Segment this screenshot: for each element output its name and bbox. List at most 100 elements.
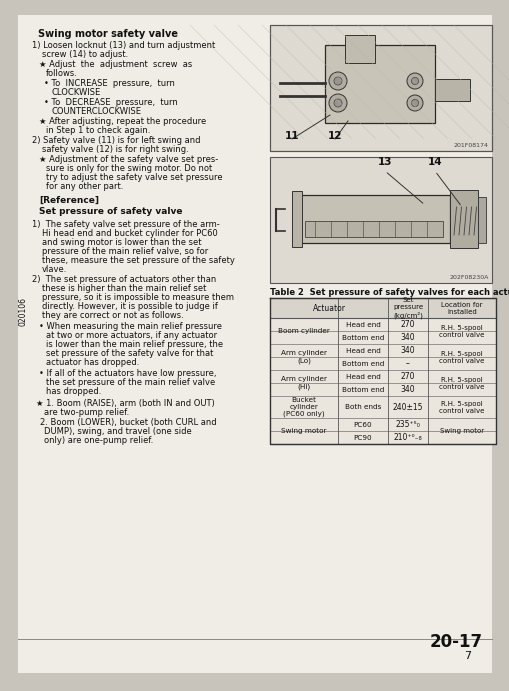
Text: follows.: follows. (46, 69, 78, 78)
Text: 1)  The safety valve set pressure of the arm-: 1) The safety valve set pressure of the … (32, 220, 219, 229)
Text: ★ Adjustment of the safety valve set pres-: ★ Adjustment of the safety valve set pre… (39, 155, 218, 164)
Bar (304, 221, 442, 237)
Bar (434, 79, 469, 101)
Text: DUMP), swing, and travel (one side: DUMP), swing, and travel (one side (44, 427, 191, 436)
Bar (269, 298, 495, 318)
Text: at two or more actuators, if any actuator: at two or more actuators, if any actuato… (46, 331, 217, 340)
Circle shape (333, 99, 342, 107)
Text: 340: 340 (400, 385, 414, 394)
Text: Arm cylinder
(Hi): Arm cylinder (Hi) (280, 377, 326, 390)
Text: Swing motor: Swing motor (439, 428, 483, 434)
Text: Swing motor safety valve: Swing motor safety valve (38, 29, 178, 39)
Text: 020106: 020106 (18, 296, 27, 325)
Text: 2) Safety valve (11) is for left swing and: 2) Safety valve (11) is for left swing a… (32, 136, 200, 145)
Text: • If all of the actuators have low pressure,: • If all of the actuators have low press… (39, 369, 216, 378)
Text: Actuator: Actuator (312, 303, 345, 312)
Text: Both ends: Both ends (344, 404, 380, 410)
Bar (292, 191, 301, 247)
Bar (269, 25, 491, 151)
Text: 270: 270 (400, 320, 414, 329)
Bar (269, 298, 495, 444)
Text: for any other part.: for any other part. (46, 182, 123, 191)
Text: PC60: PC60 (353, 422, 372, 428)
Text: 210⁺⁰₋₈: 210⁺⁰₋₈ (393, 433, 421, 442)
Text: 1) Loosen locknut (13) and turn adjustment: 1) Loosen locknut (13) and turn adjustme… (32, 41, 215, 50)
Text: these, measure the set pressure of the safety: these, measure the set pressure of the s… (42, 256, 235, 265)
Text: ★ 1. Boom (RAISE), arm (both IN and OUT): ★ 1. Boom (RAISE), arm (both IN and OUT) (36, 399, 214, 408)
Circle shape (333, 77, 342, 85)
Text: directly. However, it is possible to judge if: directly. However, it is possible to jud… (42, 302, 217, 311)
Text: sure is only for the swing motor. Do not: sure is only for the swing motor. Do not (46, 164, 212, 173)
Bar (344, 35, 374, 63)
Circle shape (328, 94, 346, 112)
Text: Set
pressure
(kg/cm²): Set pressure (kg/cm²) (392, 297, 422, 319)
Text: try to adjust the safety valve set pressure: try to adjust the safety valve set press… (46, 173, 222, 182)
Text: safety valve (12) is for right swing.: safety valve (12) is for right swing. (42, 145, 188, 154)
Text: • When measuring the main relief pressure: • When measuring the main relief pressur… (39, 322, 221, 331)
Text: 2. Boom (LOWER), bucket (both CURL and: 2. Boom (LOWER), bucket (both CURL and (40, 418, 216, 427)
Text: 270: 270 (400, 372, 414, 381)
Text: is lower than the main relief pressure, the: is lower than the main relief pressure, … (46, 340, 223, 349)
Text: and swing motor is lower than the set: and swing motor is lower than the set (42, 238, 201, 247)
Text: only) are one-pump relief.: only) are one-pump relief. (44, 436, 153, 445)
Text: PC90: PC90 (353, 435, 372, 440)
Circle shape (406, 73, 422, 89)
Text: 2)  The set pressure of actuators other than: 2) The set pressure of actuators other t… (32, 275, 216, 284)
Text: ★ Adjust  the  adjustment  screw  as: ★ Adjust the adjustment screw as (39, 60, 192, 69)
Text: in Step 1 to check again.: in Step 1 to check again. (46, 126, 150, 135)
Text: vlave.: vlave. (42, 265, 67, 274)
Text: Hi head end and bucket cylinder for PC60: Hi head end and bucket cylinder for PC60 (42, 229, 217, 238)
Circle shape (328, 72, 346, 90)
Text: • To  INCREASE  pressure,  turn: • To INCREASE pressure, turn (44, 79, 175, 88)
Text: screw (14) to adjust.: screw (14) to adjust. (42, 50, 128, 59)
Text: 20-17: 20-17 (429, 633, 482, 651)
Text: 13: 13 (377, 157, 391, 167)
Bar (449, 190, 477, 248)
Text: has dropped.: has dropped. (46, 387, 101, 396)
Text: 12: 12 (327, 131, 342, 141)
Text: Set pressure of safety valve: Set pressure of safety valve (39, 207, 182, 216)
Text: Swing motor: Swing motor (280, 428, 326, 434)
Text: Bucket
cylinder
(PC60 only): Bucket cylinder (PC60 only) (282, 397, 324, 417)
Text: 240±15: 240±15 (392, 402, 422, 412)
Text: R.H. 5-spool
control valve: R.H. 5-spool control valve (438, 401, 484, 413)
Text: [Reference]: [Reference] (39, 196, 99, 205)
Text: these is higher than the main relief set: these is higher than the main relief set (42, 284, 206, 293)
Text: set pressure of the safety valve for that: set pressure of the safety valve for tha… (46, 349, 213, 358)
Text: Head end: Head end (345, 348, 380, 354)
Bar (269, 25, 491, 151)
Bar (297, 195, 449, 243)
Text: the set pressure of the main relief valve: the set pressure of the main relief valv… (46, 378, 215, 387)
Text: they are correct or not as follows.: they are correct or not as follows. (42, 311, 183, 320)
Text: Head end: Head end (345, 374, 380, 379)
Circle shape (406, 95, 422, 111)
Text: 14: 14 (427, 157, 441, 167)
Text: 340: 340 (400, 346, 414, 355)
Text: COUNTERCLOCKWISE: COUNTERCLOCKWISE (52, 107, 142, 116)
Text: R.H. 5-spool
control valve: R.H. 5-spool control valve (438, 325, 484, 337)
Text: 340: 340 (400, 333, 414, 342)
Bar (477, 197, 485, 243)
Text: Table 2  Set pressure of safety valves for each actuator: Table 2 Set pressure of safety valves fo… (269, 288, 509, 297)
Text: actuator has dropped.: actuator has dropped. (46, 358, 139, 367)
Text: R.H. 5-spool
control valve: R.H. 5-spool control valve (438, 377, 484, 390)
Text: 201F08174: 201F08174 (453, 143, 488, 148)
Text: Bottom end: Bottom end (341, 334, 383, 341)
Text: are two-pump relief.: are two-pump relief. (44, 408, 129, 417)
Text: Boom cylinder: Boom cylinder (277, 328, 329, 334)
Circle shape (411, 100, 418, 106)
Circle shape (411, 77, 418, 84)
Text: 7: 7 (464, 651, 471, 661)
Text: Bottom end: Bottom end (341, 386, 383, 392)
Text: –: – (405, 359, 409, 368)
Text: Bottom end: Bottom end (341, 361, 383, 366)
Text: 202F08230A: 202F08230A (449, 275, 488, 280)
Text: ★ After adjusting, repeat the procedure: ★ After adjusting, repeat the procedure (39, 117, 206, 126)
Bar (269, 157, 491, 283)
Text: CLOCKWISE: CLOCKWISE (52, 88, 101, 97)
Text: 11: 11 (284, 131, 299, 141)
Text: R.H. 5-spool
control valve: R.H. 5-spool control valve (438, 350, 484, 363)
Text: pressure, so it is impossible to measure them: pressure, so it is impossible to measure… (42, 293, 234, 302)
Text: pressure of the main relief valve, so for: pressure of the main relief valve, so fo… (42, 247, 208, 256)
Text: Arm cylinder
(Lo): Arm cylinder (Lo) (280, 350, 326, 363)
